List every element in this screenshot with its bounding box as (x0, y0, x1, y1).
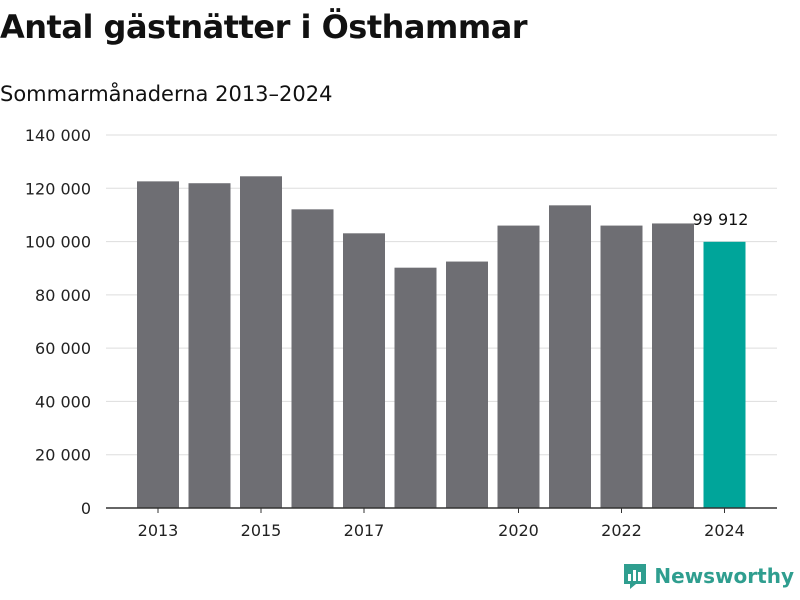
y-tick-label: 100 000 (25, 233, 91, 252)
y-tick-label: 60 000 (35, 339, 91, 358)
chart-subtitle: Sommarmånaderna 2013–2024 (0, 82, 333, 106)
data-label-2024: 99 912 (693, 210, 749, 229)
y-tick-label: 40 000 (35, 392, 91, 411)
x-tick-label: 2017 (344, 521, 385, 540)
x-axis-labels: 2013 2015 2017 2020 2022 2024 (138, 508, 745, 540)
bar-2022 (600, 225, 643, 509)
y-tick-label: 140 000 (25, 126, 91, 145)
chart-title: Antal gästnätter i Östhammar (0, 8, 528, 46)
x-tick-label: 2013 (138, 521, 179, 540)
bar-2023 (652, 223, 694, 508)
annotations: 99 912 (693, 210, 749, 229)
y-tick-label: 20 000 (35, 446, 91, 465)
x-tick-label: 2020 (498, 521, 539, 540)
bar-2016 (291, 209, 334, 509)
bar-2021 (549, 205, 591, 508)
x-tick-label: 2015 (241, 521, 282, 540)
bars (137, 176, 746, 509)
newsworthy-logo-icon (624, 564, 647, 589)
newsworthy-logo-text: Newsworthy (654, 564, 794, 588)
newsworthy-logo: Newsworthy (622, 562, 794, 590)
y-tick-label: 80 000 (35, 286, 91, 305)
bar-2018 (394, 267, 437, 508)
y-axis-labels: 0 20 000 40 000 60 000 80 000 100 000 120 000 1… (25, 126, 91, 518)
x-tick-label: 2022 (601, 521, 642, 540)
y-tick-label: 0 (81, 499, 91, 518)
bar-2019 (446, 261, 488, 508)
y-tick-label: 120 000 (25, 179, 91, 198)
bar-2014 (188, 183, 231, 508)
bar-2024 (703, 241, 746, 508)
bar-2020 (497, 225, 540, 509)
bar-2013 (137, 181, 179, 508)
bar-2017 (343, 233, 385, 509)
x-tick-label: 2024 (704, 521, 745, 540)
bar-2015 (240, 176, 282, 508)
